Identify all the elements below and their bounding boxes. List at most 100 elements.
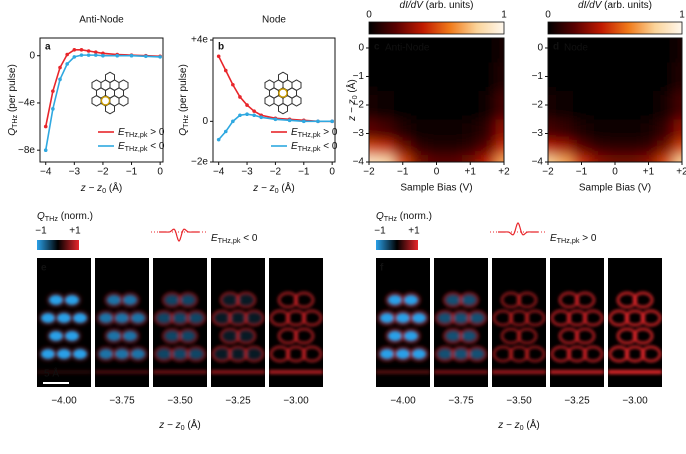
heatmap-cell [656, 90, 674, 120]
colorbar-tick-label: −1 [35, 226, 47, 237]
heatmap-cell [573, 90, 590, 120]
heatmap-cell [461, 140, 479, 155]
x-axis-label: z − z0 (Å) [158, 418, 201, 432]
y-tick-label: −3 [353, 128, 365, 139]
colorbar-title-part: (norm.) [58, 211, 93, 222]
feature-red [269, 345, 291, 363]
feature-blue [247, 313, 261, 323]
heatmap-cell [478, 38, 496, 63]
heatmap-cell [556, 154, 574, 162]
stm-image [550, 258, 604, 387]
feature-red [616, 327, 638, 345]
feature-stripe [153, 370, 207, 374]
legend-label-part: > 0 [320, 127, 337, 138]
feature-red [492, 345, 514, 363]
y-tick-label: −1 [353, 71, 365, 82]
stm-image [37, 258, 91, 387]
feature-blue [404, 331, 418, 341]
feature-red [61, 291, 83, 309]
heatmap-cell [495, 90, 504, 120]
feature-blue [239, 295, 253, 305]
feature-blue [49, 295, 63, 305]
colorbar-title-part: Q [376, 211, 384, 222]
data-point [93, 53, 98, 57]
heatmap-cell [589, 140, 607, 155]
feature-red [277, 327, 299, 345]
legend-label-part: THz,pk [298, 144, 321, 153]
heatmap-cell [556, 62, 574, 91]
x-tick-label: −1 [397, 167, 409, 178]
heatmap-cells [548, 38, 682, 162]
feature-blue [470, 349, 484, 359]
heatmap-cell [444, 38, 462, 63]
heatmap-cell [589, 154, 607, 162]
feature-red [400, 291, 422, 309]
data-point [65, 62, 69, 66]
hexagon [291, 79, 302, 91]
x-tick-label: −2 [97, 167, 109, 178]
feature-blue [123, 331, 137, 341]
feature-red [624, 345, 646, 363]
feature-blue [173, 313, 187, 323]
x-tick-label: −3 [241, 167, 253, 178]
feature-red [640, 309, 662, 327]
y-tick-label: −2 [353, 100, 365, 111]
feature-red [69, 309, 91, 327]
x-axis-label-part: (Å) [106, 181, 122, 194]
colorbar-tick-label: 1 [679, 10, 685, 21]
y-axis-label: QTHz (per pulse) [7, 64, 19, 136]
feature-red [269, 309, 291, 327]
image-bg [492, 258, 546, 387]
feature-blue [247, 349, 261, 359]
x-axis-label-part: (Å) [185, 418, 201, 431]
heatmap-cell [495, 140, 504, 155]
heatmap-cell [623, 154, 641, 162]
stm-image [95, 258, 149, 387]
feature-blue [99, 349, 113, 359]
heatmap-cell [394, 140, 412, 155]
feature-blue [173, 349, 187, 359]
x-tick-label: −2 [363, 167, 375, 178]
x-tick-label: +1 [465, 167, 477, 178]
x-tick-label: −1 [126, 167, 138, 178]
data-point [43, 148, 48, 152]
feature-red [632, 327, 654, 345]
feature-blue [65, 331, 79, 341]
panel-letter: c [374, 42, 380, 53]
colorbar-tick-label: +1 [69, 226, 81, 237]
y-axis-label-part: (per pulse) [7, 64, 18, 115]
heatmap-cell [656, 119, 674, 141]
panel-letter: e [41, 263, 47, 274]
panel-letter: f [380, 263, 384, 274]
feature-red [293, 291, 315, 309]
x-tick-label: −2 [270, 167, 282, 178]
x-axis-label: z − z0 (Å) [80, 181, 123, 195]
data-point [43, 124, 48, 129]
heatmap-cell [369, 90, 378, 120]
plot-frame [39, 37, 164, 163]
pulse-label-part: E [211, 233, 218, 244]
data-point [273, 117, 278, 122]
heatmap-cell [461, 62, 479, 91]
heatmap-cell [411, 38, 429, 63]
panel-title: Anti-Node [385, 43, 430, 54]
feature-blue [115, 313, 129, 323]
tip-marker [100, 95, 111, 106]
heatmap-cell [548, 90, 557, 120]
feature-blue [215, 349, 229, 359]
y-tick-label: 0 [29, 50, 35, 61]
tile-label: −3.25 [564, 396, 590, 407]
data-point [65, 52, 69, 57]
image-features [608, 291, 662, 374]
data-point [86, 49, 91, 53]
heatmap-cell [573, 154, 590, 162]
feature-blue [41, 313, 55, 323]
plot-frame [547, 37, 683, 163]
feature-blue [131, 313, 145, 323]
heatmap-cell [478, 90, 496, 120]
heatmap-cell [478, 154, 496, 162]
feature-red [119, 327, 141, 345]
heatmap-cell [428, 140, 445, 155]
heatmap-cell [673, 62, 682, 91]
colorbar-tick-label: 0 [366, 10, 372, 21]
